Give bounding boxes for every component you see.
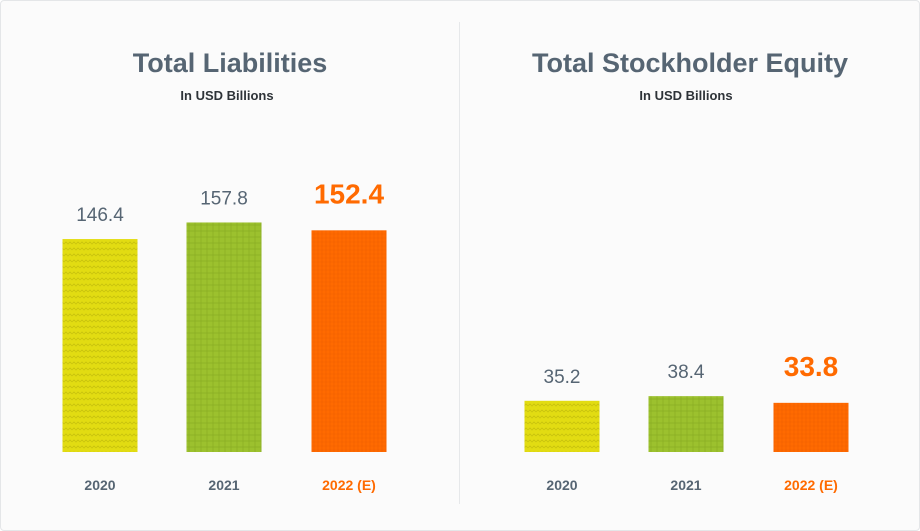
liabilities-value-label: 146.4 [76,205,124,226]
liabilities-bar-2020 [62,239,138,452]
equity-bar-2020 [524,400,600,452]
equity-category-label: 2022 (E) [784,477,838,493]
equity-subtitle: In USD Billions [639,88,732,103]
liabilities-category-label: 2022 (E) [322,477,376,493]
liabilities-category-label: 2020 [84,477,115,493]
equity-value-label: 35.2 [544,367,581,388]
liabilities-bar-2022e [311,230,387,452]
liabilities-title: Total Liabilities [133,48,328,78]
liabilities-subtitle: In USD Billions [180,88,273,103]
equity-chart: Total Stockholder Equity In USD Billions… [524,48,849,493]
equity-bar-2021 [648,396,724,452]
liabilities-bar-2021 [186,222,262,452]
liabilities-value-label: 157.8 [200,188,248,209]
liabilities-chart: Total Liabilities In USD Billions 146.4 2… [62,48,387,493]
equity-category-label: 2020 [546,477,577,493]
equity-bars: 35.2 2020 38.4 2021 33.8 2022 (E) [524,351,849,493]
panel-divider [459,22,460,504]
equity-title: Total Stockholder Equity [532,48,848,78]
liabilities-bars: 146.4 2020 157.8 2021 152.4 2022 (E) [62,178,387,493]
equity-bar-2022e [773,402,849,452]
liabilities-value-label: 152.4 [314,178,384,209]
equity-value-label: 38.4 [668,362,705,383]
equity-value-label: 33.8 [784,351,839,382]
liabilities-category-label: 2021 [208,477,239,493]
equity-category-label: 2021 [670,477,701,493]
